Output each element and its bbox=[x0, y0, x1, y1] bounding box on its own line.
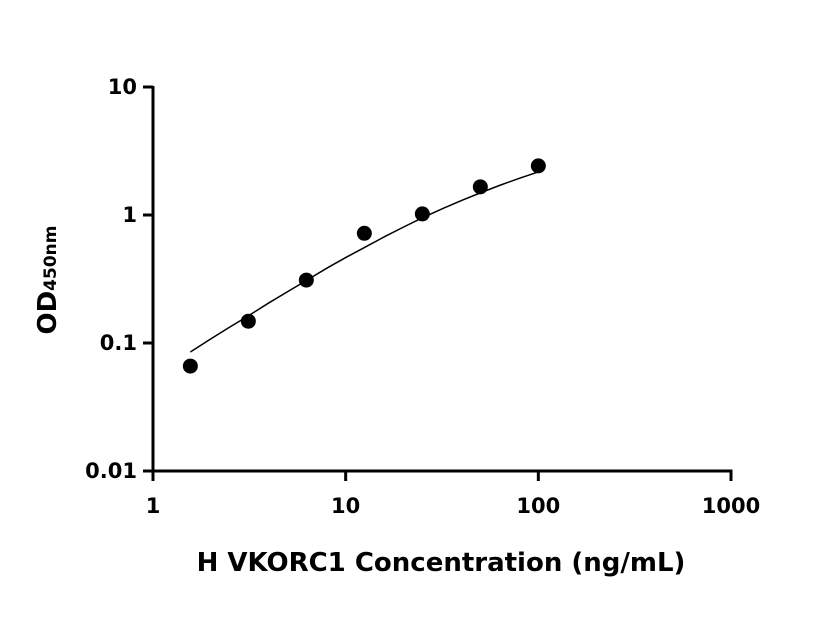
data-point-1 bbox=[240, 313, 256, 329]
data-point-5 bbox=[472, 179, 488, 195]
data-point-6 bbox=[530, 158, 546, 174]
data-point-0 bbox=[182, 358, 198, 374]
y-axis-label-main: OD bbox=[33, 291, 63, 335]
ticks: 1 10 100 1000 10 1 0.1 0.01 bbox=[85, 75, 760, 518]
x-tick-label-2: 100 bbox=[516, 494, 560, 518]
x-tick-label-0: 1 bbox=[146, 494, 161, 518]
y-tick-label-3: 0.01 bbox=[85, 459, 137, 483]
axes bbox=[151, 86, 733, 473]
data-point-2 bbox=[298, 272, 314, 288]
x-tick-label-1: 10 bbox=[331, 494, 360, 518]
data-point-3 bbox=[356, 225, 372, 241]
data-points bbox=[182, 158, 546, 374]
y-axis-label-sub: 450nm bbox=[41, 226, 61, 291]
y-tick-label-2: 0.1 bbox=[100, 331, 137, 355]
x-axis-label: H VKORC1 Concentration (ng/mL) bbox=[197, 548, 686, 578]
data-point-4 bbox=[414, 206, 430, 222]
x-tick-label-3: 1000 bbox=[702, 494, 760, 518]
y-tick-label-0: 10 bbox=[108, 75, 137, 99]
y-tick-label-1: 1 bbox=[122, 203, 137, 227]
y-axis-label: OD450nm bbox=[33, 226, 63, 335]
